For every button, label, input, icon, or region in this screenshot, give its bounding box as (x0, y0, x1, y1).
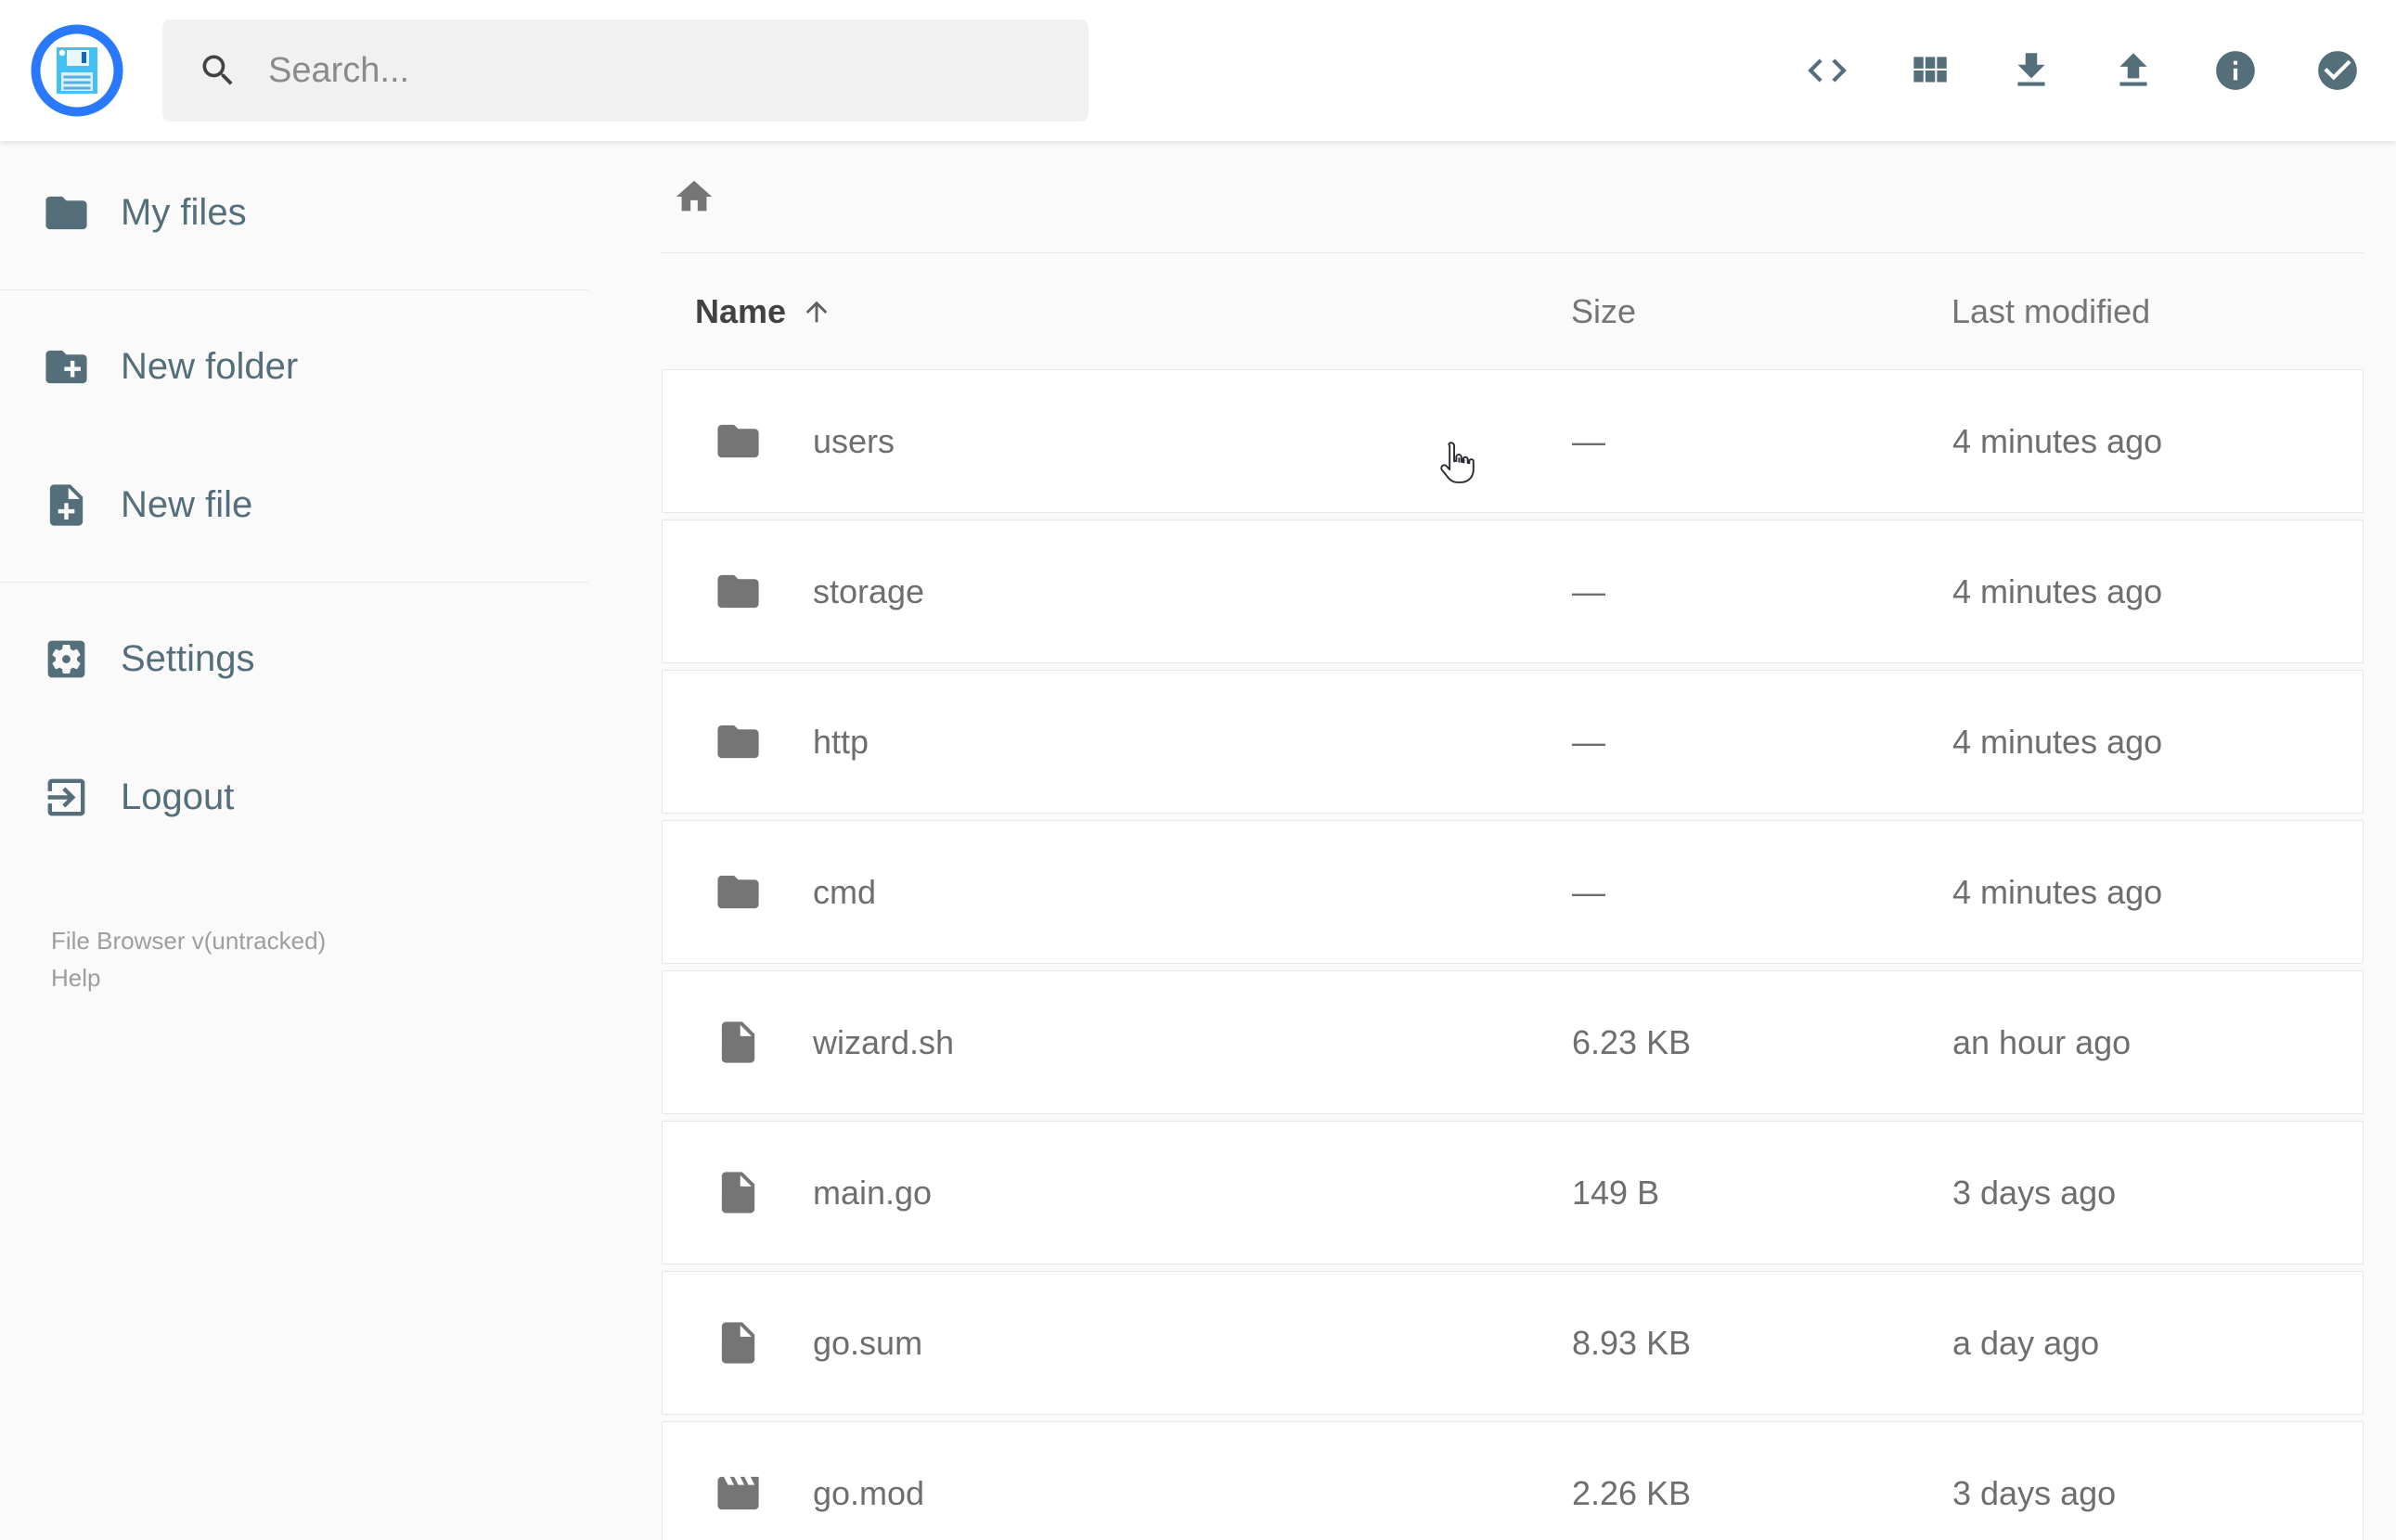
arrow-up-icon (805, 301, 828, 322)
breadcrumb (662, 141, 2364, 253)
sidebar-item-new-folder[interactable]: New folder (0, 298, 588, 436)
check-circle-icon (2318, 51, 2357, 90)
sidebar-item-label: My files (121, 192, 247, 233)
topbar-actions (1804, 47, 2361, 94)
file-icon (714, 1018, 763, 1067)
file-name: go.mod (813, 1473, 925, 1512)
info-button[interactable] (2212, 47, 2259, 94)
file-modified: 4 minutes ago (1952, 571, 2163, 610)
file-name: cmd (813, 872, 877, 911)
code-icon (1808, 58, 1847, 83)
listing-rows: users — 4 minutes ago storage — 4 minute… (662, 369, 2364, 1540)
column-header-name[interactable]: Name (662, 292, 1571, 331)
search-box[interactable] (162, 19, 1089, 122)
folder-icon (714, 567, 763, 616)
file-icon (714, 1168, 763, 1217)
table-row[interactable]: wizard.sh 6.23 KB an hour ago (662, 970, 2364, 1114)
file-size: 8.93 KB (1572, 1323, 1692, 1362)
file-name: http (813, 722, 870, 761)
sidebar-item-label: New folder (121, 346, 299, 387)
file-size: 6.23 KB (1572, 1022, 1692, 1061)
top-bar (0, 0, 2396, 141)
download-icon (2017, 53, 2045, 86)
table-row[interactable]: cmd — 4 minutes ago (662, 820, 2364, 964)
folder-icon (714, 867, 763, 917)
file-modified: 4 minutes ago (1952, 421, 2163, 460)
table-row[interactable]: users — 4 minutes ago (662, 369, 2364, 513)
app-version: File Browser v(untracked) (51, 927, 327, 955)
grid-view-button[interactable] (1906, 47, 1952, 94)
table-row[interactable]: storage — 4 minutes ago (662, 520, 2364, 663)
sidebar-item-my-files[interactable]: My files (0, 144, 588, 282)
row-name-cell: http (663, 717, 1572, 766)
table-row[interactable]: http — 4 minutes ago (662, 670, 2364, 814)
sidebar-item-new-file[interactable]: New file (0, 436, 588, 574)
table-row[interactable]: go.mod 2.26 KB 3 days ago (662, 1421, 2364, 1540)
row-name-cell: go.sum (663, 1318, 1572, 1367)
file-name: wizard.sh (813, 1022, 955, 1061)
file-size: — (1572, 571, 1605, 610)
row-name-cell: storage (663, 567, 1572, 616)
file-size: — (1572, 421, 1605, 460)
file-size: — (1572, 872, 1605, 911)
sidebar-item-label: Settings (121, 638, 255, 679)
file-listing-area: Name Size Last modified users — 4 minute… (588, 141, 2396, 1540)
select-multiple-button[interactable] (2314, 47, 2361, 94)
column-header-size[interactable]: Size (1571, 291, 1637, 330)
row-name-cell: cmd (663, 867, 1572, 917)
file-name: storage (813, 571, 925, 610)
file-modified: 4 minutes ago (1952, 722, 2163, 761)
file-modified: a day ago (1952, 1323, 2100, 1362)
settings-icon (47, 640, 85, 678)
new-folder-icon (45, 350, 87, 384)
file-modified: 3 days ago (1952, 1473, 2117, 1512)
sidebar-divider (0, 582, 588, 583)
folder-icon (714, 717, 763, 766)
table-row[interactable]: go.sum 8.93 KB a day ago (662, 1271, 2364, 1415)
file-modified: 4 minutes ago (1952, 872, 2163, 911)
file-name: main.go (813, 1173, 933, 1212)
folder-icon (45, 196, 87, 230)
table-row[interactable]: main.go 149 B 3 days ago (662, 1121, 2364, 1264)
download-button[interactable] (2008, 47, 2055, 94)
info-icon (2216, 51, 2255, 90)
raw-view-button[interactable] (1804, 47, 1850, 94)
file-size: — (1572, 722, 1605, 761)
upload-button[interactable] (2110, 47, 2157, 94)
sidebar-item-label: New file (121, 484, 253, 525)
search-input[interactable] (268, 50, 1048, 91)
listing-header: Name Size Last modified (662, 253, 2364, 369)
sidebar: My files New folder New file Settings Lo… (0, 141, 588, 1540)
main-layout: My files New folder New file Settings Lo… (0, 141, 2396, 1540)
sidebar-divider (0, 289, 588, 290)
row-name-cell: wizard.sh (663, 1018, 1572, 1067)
file-modified: an hour ago (1952, 1022, 2132, 1061)
row-name-cell: users (663, 417, 1572, 466)
file-modified: 3 days ago (1952, 1173, 2117, 1212)
sidebar-item-logout[interactable]: Logout (0, 728, 588, 866)
row-name-cell: go.mod (663, 1469, 1572, 1518)
grid-view-icon (1913, 57, 1947, 83)
folder-icon (714, 417, 763, 466)
search-icon (202, 55, 233, 85)
new-file-icon (49, 484, 84, 526)
sidebar-item-settings[interactable]: Settings (0, 590, 588, 728)
filebrowser-logo-icon[interactable] (31, 24, 123, 117)
file-icon (714, 1318, 763, 1367)
sidebar-item-label: Logout (121, 776, 235, 817)
column-header-modified[interactable]: Last modified (1952, 291, 2151, 330)
file-name: users (813, 421, 895, 460)
breadcrumb-home-button[interactable] (673, 175, 715, 218)
logout-icon (47, 778, 85, 816)
home-icon (676, 180, 713, 212)
sidebar-footer: File Browser v(untracked) Help (0, 922, 588, 996)
file-size: 149 B (1572, 1173, 1660, 1212)
movie-icon (714, 1469, 763, 1518)
help-link[interactable]: Help (51, 964, 101, 992)
upload-icon (2119, 53, 2147, 86)
file-size: 2.26 KB (1572, 1473, 1692, 1512)
file-name: go.sum (813, 1323, 923, 1362)
row-name-cell: main.go (663, 1168, 1572, 1217)
